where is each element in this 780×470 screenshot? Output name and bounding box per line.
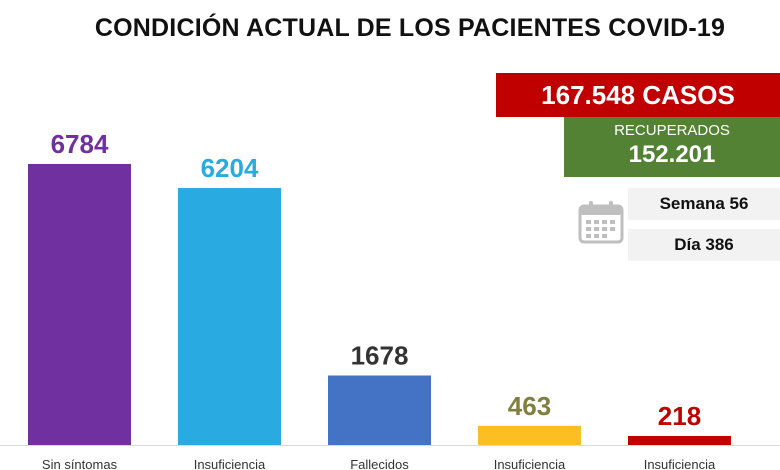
day-badge: Día 386 (628, 229, 780, 261)
day-text: Día 386 (674, 235, 734, 254)
recovered-value: 152.201 (628, 141, 716, 168)
bar-value-label-2: 1678 (351, 340, 409, 370)
category-label-1: Insuficiencia (194, 457, 266, 470)
bar-4 (628, 435, 731, 445)
page-title: CONDICIÓN ACTUAL DE LOS PACIENTES COVID-… (94, 14, 726, 42)
bar-2 (328, 375, 431, 445)
bar-3 (478, 425, 581, 445)
bar-value-label-1: 6204 (201, 153, 259, 183)
calendar-icon (578, 201, 624, 244)
recovered-badge: RECUPERADOS 152.201 (564, 117, 780, 177)
bar-value-label-4: 218 (658, 401, 701, 431)
bar-0 (28, 164, 131, 445)
bar-value-label-0: 6784 (51, 129, 109, 159)
recovered-label: RECUPERADOS (614, 122, 730, 139)
category-label-0: Sin síntomas (42, 457, 118, 470)
category-label-4: Insuficiencia (644, 457, 716, 470)
total-cases-badge: 167.548 CASOS (496, 73, 780, 117)
category-label-2: Fallecidos (350, 457, 409, 470)
total-cases-text: 167.548 CASOS (541, 79, 735, 110)
week-text: Semana 56 (659, 194, 749, 213)
bar-1 (178, 188, 281, 445)
week-badge: Semana 56 (628, 188, 780, 220)
bar-value-label-3: 463 (508, 391, 551, 421)
category-label-3: Insuficiencia (494, 457, 566, 470)
